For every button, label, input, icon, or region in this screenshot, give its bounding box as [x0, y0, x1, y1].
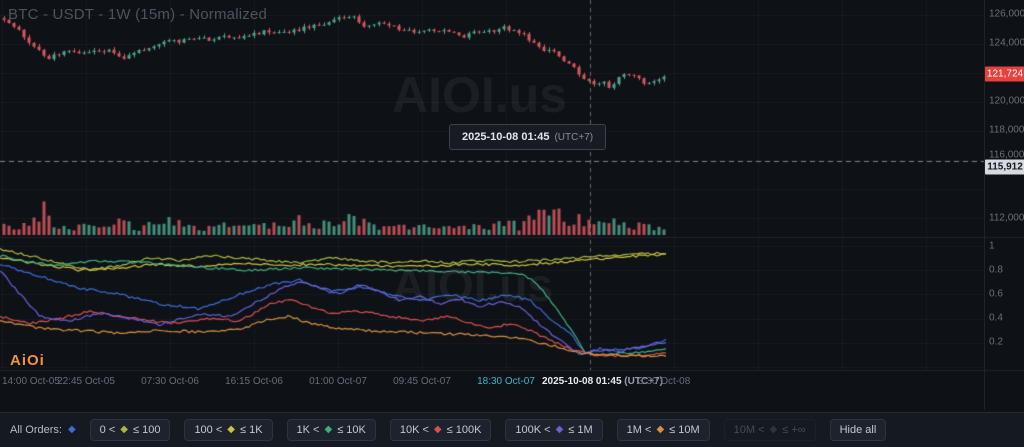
- time-tick: 07:30 Oct-06: [141, 376, 199, 387]
- time-tick: 16:15 Oct-06: [225, 376, 283, 387]
- aioi-logo: AiOi: [10, 352, 45, 369]
- diamond-icon: ◆: [120, 424, 128, 435]
- diamond-icon: ◆: [433, 424, 442, 435]
- hide-all-button[interactable]: Hide all: [829, 419, 887, 441]
- lower-axis-tick: 0.8: [989, 264, 1003, 276]
- filter-button-10m-inf[interactable]: 10M < ◆ ≤ +∞: [723, 419, 816, 441]
- diamond-icon: ◆: [656, 424, 665, 435]
- time-tick-highlighted: 18:30 Oct-07: [477, 376, 535, 387]
- last-price-label: 121,724: [985, 66, 1024, 82]
- time-axis[interactable]: 14:00 Oct-05 22:45 Oct-05 07:30 Oct-06 1…: [0, 370, 984, 396]
- chart-title: BTC - USDT - 1W (15m) - Normalized: [8, 6, 268, 23]
- filter-button-1k-10k[interactable]: 1K < ◆ ≤ 10K: [286, 419, 376, 441]
- lower-axis-tick: 0.4: [989, 312, 1003, 324]
- all-orders-diamond-icon: ◆: [67, 424, 76, 435]
- price-axis[interactable]: 126,000 124,000 121,724 120,000 118,000 …: [984, 0, 1024, 410]
- lower-axis-tick: 0.2: [989, 336, 1003, 348]
- lower-axis-tick: 1: [989, 240, 995, 252]
- time-tick: 22:45 Oct-05: [57, 376, 115, 387]
- price-tick: 116,000: [989, 149, 1024, 161]
- price-tick: 126,000: [989, 8, 1024, 20]
- lower-axis-tick: 0.6: [989, 288, 1003, 300]
- tooltip-time: 2025-10-08 01:45: [462, 131, 550, 143]
- diamond-icon: ◆: [555, 424, 564, 435]
- diamond-icon: ◆: [227, 424, 235, 435]
- time-tick: 01:00 Oct-07: [309, 376, 367, 387]
- price-tick: 120,000: [989, 95, 1024, 107]
- time-tick: 14:00 Oct-05: [2, 376, 60, 387]
- price-tick: 112,000: [989, 212, 1024, 224]
- level-price-label: 115,912: [985, 159, 1024, 175]
- diamond-icon: ◆: [769, 424, 778, 435]
- crosshair-time-label: 2025-10-08 01:45 (UTC+7): [542, 376, 663, 387]
- order-size-legend-toolbar: All Orders: ◆ 0 < ◆ ≤ 100 100 < ◆ ≤ 1K 1…: [0, 412, 1024, 447]
- tooltip-timezone: (UTC+7): [554, 132, 594, 143]
- filter-button-100k-1m[interactable]: 100K < ◆ ≤ 1M: [505, 419, 603, 441]
- filter-button-1m-10m[interactable]: 1M < ◆ ≤ 10M: [616, 419, 710, 441]
- filter-button-100-1k[interactable]: 100 < ◆ ≤ 1K: [184, 419, 273, 441]
- filter-button-10k-100k[interactable]: 10K < ◆ ≤ 100K: [389, 419, 492, 441]
- price-tick: 118,000: [989, 124, 1024, 136]
- diamond-icon: ◆: [324, 424, 333, 435]
- filter-button-0-100[interactable]: 0 < ◆ ≤ 100: [89, 419, 171, 441]
- price-tick: 124,000: [989, 37, 1024, 49]
- chart-canvas[interactable]: [0, 0, 1024, 410]
- time-tick: 09:45 Oct-07: [393, 376, 451, 387]
- time-tick: 3:30 Oct-08: [638, 376, 691, 387]
- crosshair-tooltip: 2025-10-08 01:45 (UTC+7): [449, 124, 607, 150]
- all-orders-label: All Orders: ◆: [10, 424, 76, 436]
